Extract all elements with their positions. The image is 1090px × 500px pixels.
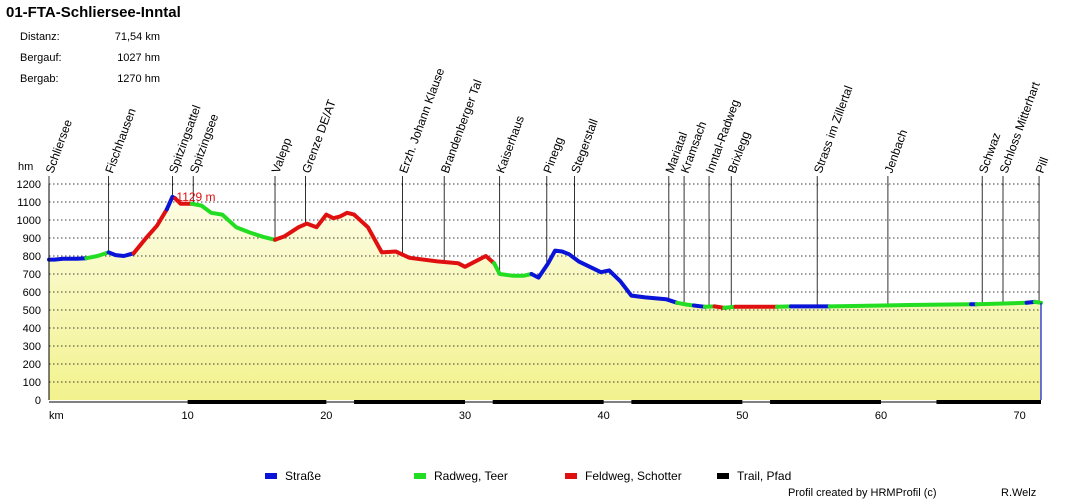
profile-segment [47,256,89,262]
y-tick-label: 100 [23,377,41,389]
legend-label: Feldweg, Schotter [585,469,682,483]
profile-segment [675,300,696,308]
legend-label: Trail, Pfad [737,469,791,483]
profile-segment [173,196,194,206]
trail-segment [492,400,604,404]
distance-value: 71,54 km [114,31,160,43]
x-tick-label: 20 [320,410,332,422]
trail-segment [187,400,327,404]
waypoint-label: Pinegg [540,135,566,175]
page-title: 01-FTA-Schliersee-Inntal [6,4,181,21]
legend-swatch [717,473,729,479]
trail-segment [936,400,1041,404]
profile-area [49,196,1041,400]
distance-label: Distanz: [20,31,60,43]
legend-label: Straße [285,469,321,483]
profile-segment [529,248,680,305]
profile-segment [131,207,169,256]
descent-value: 1270 hm [117,73,160,85]
credit-text: Profil created by HRMProfil (c) [788,487,937,499]
y-tick-label: 300 [23,341,41,353]
profile-segment [974,300,1029,307]
y-tick-label: 1000 [17,215,41,227]
max-elevation-label: 1129 m [176,190,215,204]
x-tick-label: 60 [875,410,887,422]
legend-swatch [265,473,277,479]
waypoint-label: Valepp [269,136,295,175]
ascent-value: 1027 hm [117,52,160,64]
y-tick-label: 500 [23,305,41,317]
waypoint-label: Strass im Zillertal [811,84,856,175]
trail-segment [354,400,465,404]
waypoint-label: Pill [1033,155,1052,175]
waypoint-label: Stegerstall [568,117,601,175]
x-tick-label: 50 [736,410,748,422]
waypoint-label: Grenze DE/AT [299,97,339,175]
x-tick-label: 70 [1014,410,1026,422]
y-tick-label: 800 [23,251,41,263]
y-tick-label: 1200 [17,179,41,191]
y-tick-label: 400 [23,323,41,335]
y-axis-label: hm [18,161,33,173]
trail-segment [770,400,881,404]
profile-segment [189,201,277,242]
profile-segment [1032,299,1043,305]
profile-segment [492,261,534,278]
x-tick-label: 40 [598,410,610,422]
author-text: R.Welz [1001,487,1037,499]
legend-swatch [565,473,577,479]
y-tick-label: 0 [35,395,41,407]
y-tick-label: 1100 [17,197,41,209]
x-tick-label: 10 [182,410,194,422]
legend-swatch [414,473,426,479]
profile-segment [273,210,497,269]
waypoint-label: Jenbach [882,128,911,175]
profile-segment [106,250,136,258]
waypoint-label: Kaiserhaus [493,114,527,175]
waypoint-label: Brandenberger Tal [438,78,485,175]
ascent-label: Bergauf: [20,52,62,64]
legend-label: Radweg, Teer [434,469,508,483]
profile-segment [84,250,111,261]
y-tick-label: 600 [23,287,41,299]
profile-segment [827,302,974,309]
waypoint-label: Erzh. Johann Klause [396,66,447,175]
y-tick-label: 200 [23,359,41,371]
y-tick-label: 700 [23,269,41,281]
x-tick-label: 30 [459,410,471,422]
x-axis-label: km [49,410,64,422]
y-tick-label: 900 [23,233,41,245]
waypoint-label: Fischhausen [102,106,138,175]
trail-segment [631,400,743,404]
descent-label: Bergab: [20,73,59,85]
waypoint-label: Schliersee [43,117,75,175]
